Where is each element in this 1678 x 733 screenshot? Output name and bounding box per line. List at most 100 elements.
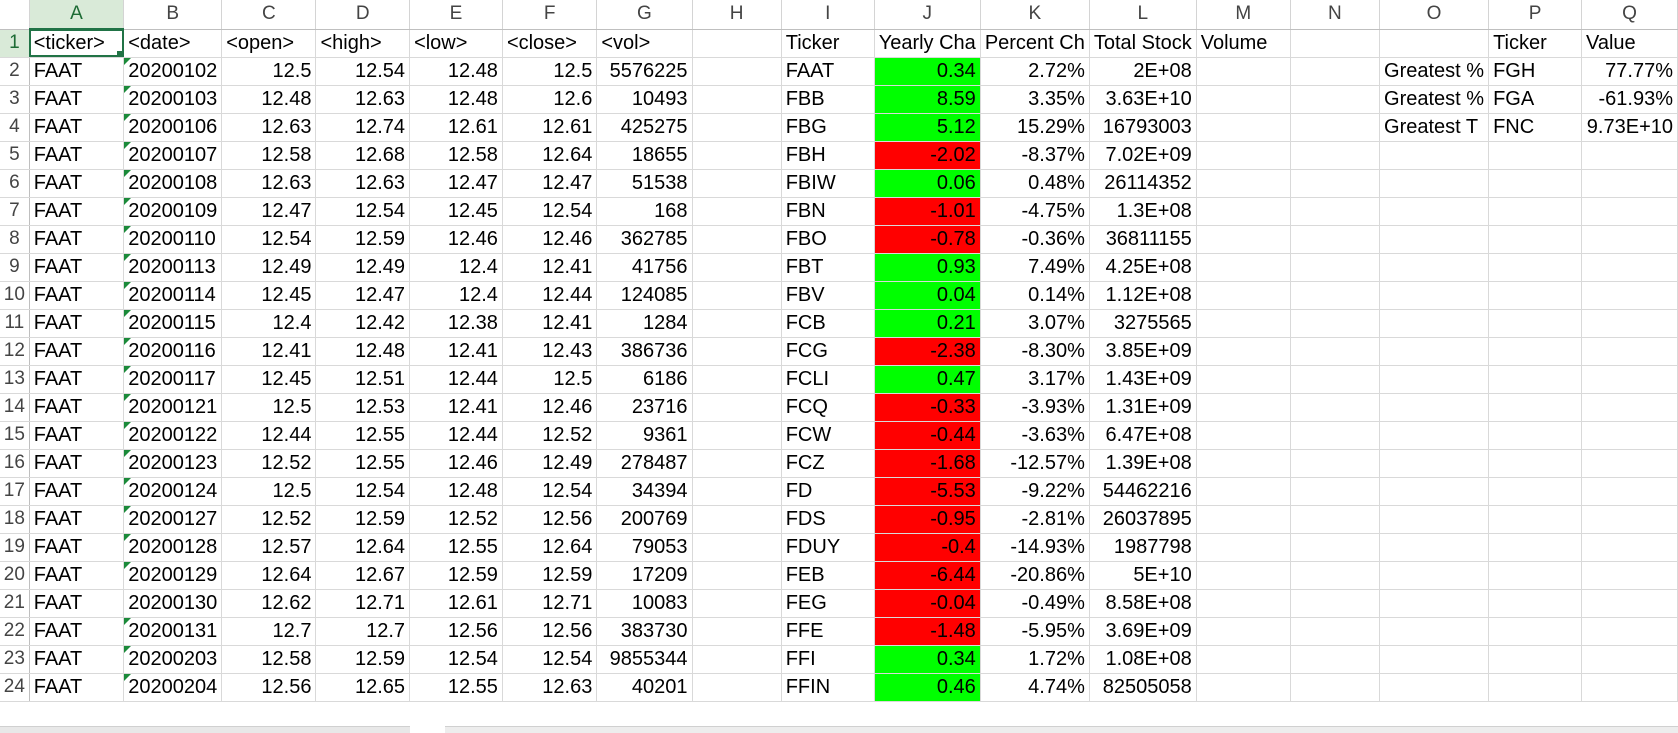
cell-h15[interactable]: [692, 421, 782, 450]
cell-i13[interactable]: FCLI: [781, 365, 875, 394]
cell-o3[interactable]: Greatest %: [1379, 85, 1490, 114]
cell-q16[interactable]: [1581, 449, 1678, 478]
cell-o11[interactable]: [1379, 309, 1490, 338]
cell-c11[interactable]: 12.4: [221, 309, 317, 338]
cell-l12[interactable]: 3.85E+09: [1089, 337, 1197, 366]
row-header-24[interactable]: 24: [0, 673, 30, 702]
row-header-2[interactable]: 2: [0, 57, 30, 86]
cell-g7[interactable]: 168: [596, 197, 693, 226]
cell-n24[interactable]: [1290, 673, 1381, 702]
cell-g4[interactable]: 425275: [596, 113, 693, 142]
cell-j19[interactable]: -0.4: [874, 533, 981, 562]
cell-p12[interactable]: [1488, 337, 1582, 366]
row-header-8[interactable]: 8: [0, 225, 30, 254]
cell-p24[interactable]: [1488, 673, 1582, 702]
cell-c9[interactable]: 12.49: [221, 253, 317, 282]
row-header-3[interactable]: 3: [0, 85, 30, 114]
cell-k18[interactable]: -2.81%: [980, 505, 1090, 534]
cell-b1[interactable]: <date>: [123, 29, 223, 58]
cell-m23[interactable]: [1196, 645, 1291, 674]
cell-l15[interactable]: 6.47E+08: [1089, 421, 1197, 450]
cell-f1[interactable]: <close>: [502, 29, 598, 58]
cell-c13[interactable]: 12.45: [221, 365, 317, 394]
cell-m1[interactable]: Volume: [1196, 29, 1291, 58]
cell-b5[interactable]: 20200107: [123, 141, 223, 170]
row-header-11[interactable]: 11: [0, 309, 30, 338]
cell-j14[interactable]: -0.33: [874, 393, 981, 422]
row-header-17[interactable]: 17: [0, 477, 30, 506]
cell-a13[interactable]: FAAT: [29, 365, 125, 394]
row-header-23[interactable]: 23: [0, 645, 30, 674]
cell-c5[interactable]: 12.58: [221, 141, 317, 170]
cell-i14[interactable]: FCQ: [781, 393, 875, 422]
cell-n3[interactable]: [1290, 85, 1381, 114]
cell-p15[interactable]: [1488, 421, 1582, 450]
column-header-o[interactable]: O: [1379, 0, 1490, 30]
cell-a6[interactable]: FAAT: [29, 169, 125, 198]
cell-k3[interactable]: 3.35%: [980, 85, 1090, 114]
cell-j6[interactable]: 0.06: [874, 169, 981, 198]
cell-f14[interactable]: 12.46: [502, 393, 598, 422]
cell-d11[interactable]: 12.42: [315, 309, 411, 338]
cell-o6[interactable]: [1379, 169, 1490, 198]
cell-n4[interactable]: [1290, 113, 1381, 142]
cell-g18[interactable]: 200769: [596, 505, 693, 534]
cell-b14[interactable]: 20200121: [123, 393, 223, 422]
cell-b16[interactable]: 20200123: [123, 449, 223, 478]
cell-c21[interactable]: 12.62: [221, 589, 317, 618]
cell-q19[interactable]: [1581, 533, 1678, 562]
cell-l22[interactable]: 3.69E+09: [1089, 617, 1197, 646]
cell-n9[interactable]: [1290, 253, 1381, 282]
cell-q23[interactable]: [1581, 645, 1678, 674]
cell-a5[interactable]: FAAT: [29, 141, 125, 170]
cell-o7[interactable]: [1379, 197, 1490, 226]
cell-o17[interactable]: [1379, 477, 1490, 506]
cell-k1[interactable]: Percent Ch: [980, 29, 1090, 58]
cell-f6[interactable]: 12.47: [502, 169, 598, 198]
cell-a12[interactable]: FAAT: [29, 337, 125, 366]
cell-i3[interactable]: FBB: [781, 85, 875, 114]
cell-i4[interactable]: FBG: [781, 113, 875, 142]
row-header-14[interactable]: 14: [0, 393, 30, 422]
cell-n23[interactable]: [1290, 645, 1381, 674]
cell-e9[interactable]: 12.4: [409, 253, 503, 282]
cell-i22[interactable]: FFE: [781, 617, 875, 646]
cell-e24[interactable]: 12.55: [409, 673, 503, 702]
cell-j15[interactable]: -0.44: [874, 421, 981, 450]
cell-g16[interactable]: 278487: [596, 449, 693, 478]
cell-g11[interactable]: 1284: [596, 309, 693, 338]
cell-b20[interactable]: 20200129: [123, 561, 223, 590]
cell-c14[interactable]: 12.5: [221, 393, 317, 422]
cell-q14[interactable]: [1581, 393, 1678, 422]
cell-l1[interactable]: Total Stock: [1089, 29, 1197, 58]
cell-f21[interactable]: 12.71: [502, 589, 598, 618]
cell-h17[interactable]: [692, 477, 782, 506]
cell-c3[interactable]: 12.48: [221, 85, 317, 114]
cell-g17[interactable]: 34394: [596, 477, 693, 506]
cell-g13[interactable]: 6186: [596, 365, 693, 394]
cell-c15[interactable]: 12.44: [221, 421, 317, 450]
cell-a22[interactable]: FAAT: [29, 617, 125, 646]
cell-o18[interactable]: [1379, 505, 1490, 534]
cell-e1[interactable]: <low>: [409, 29, 503, 58]
cell-b12[interactable]: 20200116: [123, 337, 223, 366]
cell-k7[interactable]: -4.75%: [980, 197, 1090, 226]
cell-l8[interactable]: 36811155: [1089, 225, 1197, 254]
cell-o8[interactable]: [1379, 225, 1490, 254]
cell-l10[interactable]: 1.12E+08: [1089, 281, 1197, 310]
cell-d13[interactable]: 12.51: [315, 365, 411, 394]
row-header-16[interactable]: 16: [0, 449, 30, 478]
cell-h3[interactable]: [692, 85, 782, 114]
cell-p1[interactable]: Ticker: [1488, 29, 1582, 58]
cell-h10[interactable]: [692, 281, 782, 310]
cell-h1[interactable]: [692, 29, 782, 58]
cell-q10[interactable]: [1581, 281, 1678, 310]
column-header-m[interactable]: M: [1196, 0, 1291, 30]
cell-p19[interactable]: [1488, 533, 1582, 562]
cell-p8[interactable]: [1488, 225, 1582, 254]
cell-l18[interactable]: 26037895: [1089, 505, 1197, 534]
cell-k20[interactable]: -20.86%: [980, 561, 1090, 590]
cell-n16[interactable]: [1290, 449, 1381, 478]
cell-c19[interactable]: 12.57: [221, 533, 317, 562]
cell-a17[interactable]: FAAT: [29, 477, 125, 506]
